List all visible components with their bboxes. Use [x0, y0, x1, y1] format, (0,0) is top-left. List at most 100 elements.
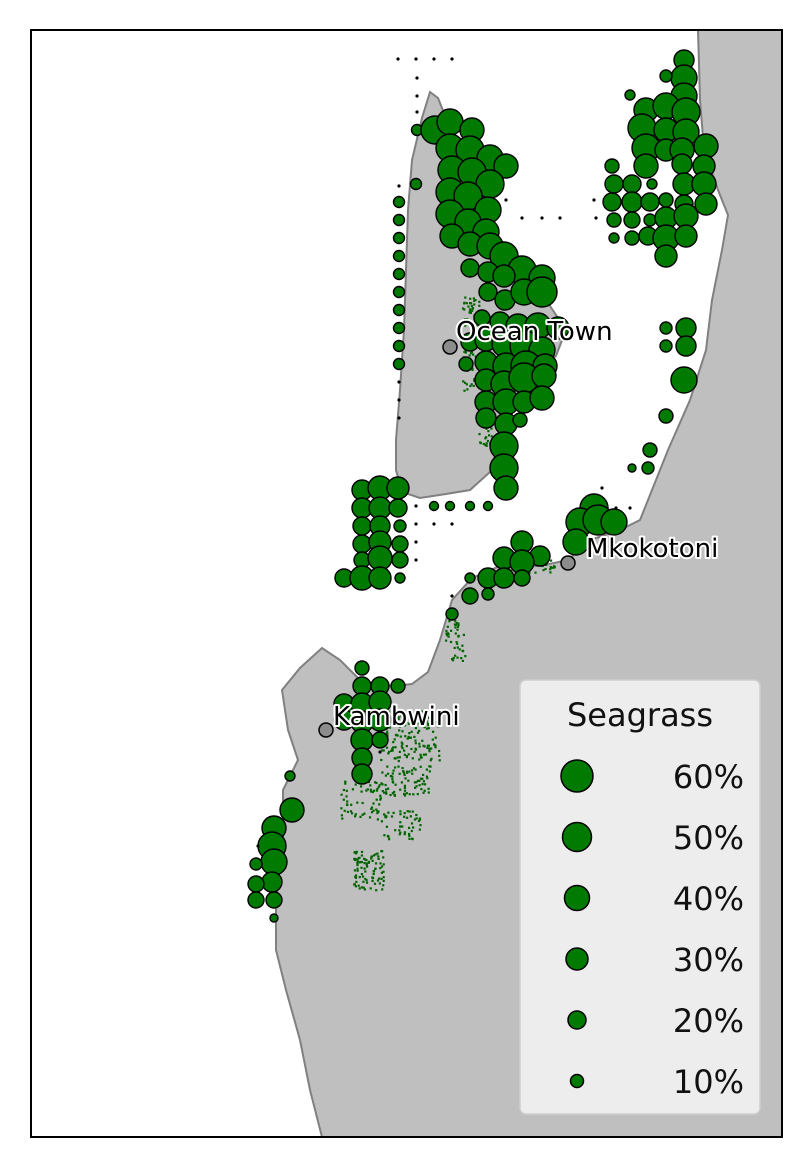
seagrass-marker: [390, 678, 406, 694]
seagrass-patch: [360, 854, 363, 857]
seagrass-patch: [344, 782, 347, 785]
seagrass-patch: [408, 732, 411, 735]
seagrass-patch: [366, 865, 369, 868]
seagrass-patch: [379, 794, 382, 797]
seagrass-patch: [419, 777, 423, 780]
seagrass-patch: [553, 566, 556, 569]
seagrass-patch: [427, 744, 430, 747]
seagrass-patch: [403, 815, 406, 818]
seagrass-patch: [361, 801, 364, 805]
town-marker-kambwini: [318, 722, 334, 738]
seagrass-patch: [445, 639, 448, 642]
seagrass-patch: [428, 748, 431, 751]
seagrass-patch: [391, 747, 394, 750]
seagrass-patch: [411, 757, 414, 760]
seagrass-patch: [469, 308, 472, 311]
seagrass-patch: [374, 781, 377, 784]
seagrass-patch: [456, 656, 459, 659]
map-frame: [30, 29, 783, 1138]
seagrass-patch: [542, 569, 545, 572]
seagrass-patch: [411, 837, 414, 840]
seagrass-patch: [372, 870, 376, 873]
seagrass-patch: [410, 829, 413, 833]
seagrass-patch: [456, 628, 459, 631]
seagrass-marker-trace: [592, 198, 596, 202]
seagrass-patch: [376, 879, 380, 882]
seagrass-patch: [375, 781, 378, 785]
seagrass-patch: [386, 772, 390, 775]
seagrass-patch: [400, 715, 403, 718]
seagrass-patch: [414, 742, 417, 745]
seagrass-patch: [388, 750, 391, 753]
seagrass-marker: [562, 528, 590, 556]
seagrass-patch: [418, 742, 421, 745]
seagrass-marker: [352, 676, 372, 696]
seagrass-patch: [401, 742, 404, 746]
seagrass-patch: [431, 738, 434, 741]
legend: Seagrass 60% 50% 40% 30% 20% 10%: [519, 679, 761, 1115]
seagrass-marker: [352, 534, 372, 554]
seagrass-patch: [385, 792, 388, 795]
seagrass-patch: [473, 379, 476, 382]
seagrass-patch: [392, 741, 395, 744]
seagrass-patch: [386, 730, 389, 733]
seagrass-patch: [378, 882, 381, 885]
seagrass-marker: [481, 587, 495, 601]
seagrass-patch: [450, 629, 453, 632]
seagrass-patch: [356, 801, 359, 804]
seagrass-patch: [346, 800, 349, 803]
seagrass-patch: [388, 838, 391, 841]
seagrass-marker-trace: [415, 110, 419, 114]
seagrass-patch: [369, 784, 372, 787]
seagrass-patch: [464, 296, 467, 299]
seagrass-patch: [430, 714, 433, 717]
seagrass-patch: [551, 566, 554, 569]
seagrass-patch: [453, 646, 456, 649]
seagrass-marker: [642, 442, 658, 458]
seagrass-marker: [659, 321, 673, 335]
seagrass-marker-trace: [432, 57, 436, 61]
seagrass-marker: [694, 192, 718, 216]
seagrass-marker: [646, 178, 658, 190]
seagrass-patch: [425, 727, 428, 730]
seagrass-patch: [462, 650, 465, 653]
seagrass-patch: [380, 758, 383, 762]
seagrass-patch: [415, 785, 418, 788]
seagrass-patch: [401, 730, 404, 733]
seagrass-patch: [365, 879, 368, 882]
seagrass-patch: [406, 810, 409, 813]
seagrass-patch: [370, 857, 373, 860]
seagrass-patch: [389, 793, 392, 797]
seagrass-patch: [365, 859, 368, 862]
seagrass-patch: [380, 877, 383, 880]
seagrass-patch: [413, 818, 416, 821]
seagrass-patch: [405, 745, 408, 748]
seagrass-patch: [429, 765, 432, 768]
seagrass-patch: [408, 770, 411, 773]
seagrass-patch: [454, 623, 457, 626]
seagrass-marker: [261, 871, 283, 893]
seagrass-patch: [410, 822, 414, 825]
seagrass-patch: [472, 297, 475, 300]
seagrass-patch: [397, 759, 400, 763]
seagrass-patch: [345, 789, 348, 792]
legend-swatch-10: [569, 1073, 585, 1089]
seagrass-patch: [398, 772, 401, 775]
seagrass-marker-trace: [628, 506, 632, 510]
seagrass-marker: [392, 231, 406, 245]
seagrass-patch: [340, 814, 343, 817]
place-label-ocean-town: Ocean Town: [456, 317, 613, 347]
seagrass-patch: [549, 568, 552, 571]
seagrass-marker: [391, 551, 409, 569]
seagrass-marker: [269, 913, 279, 923]
seagrass-patch: [353, 858, 357, 862]
seagrass-patch: [438, 714, 441, 717]
seagrass-patch: [405, 792, 408, 795]
seagrass-patch: [405, 770, 409, 773]
seagrass-patch: [405, 715, 408, 718]
seagrass-marker: [691, 171, 717, 197]
seagrass-marker: [445, 607, 459, 621]
seagrass-patch: [360, 866, 363, 869]
seagrass-patch: [382, 856, 385, 859]
seagrass-patch: [430, 757, 433, 760]
